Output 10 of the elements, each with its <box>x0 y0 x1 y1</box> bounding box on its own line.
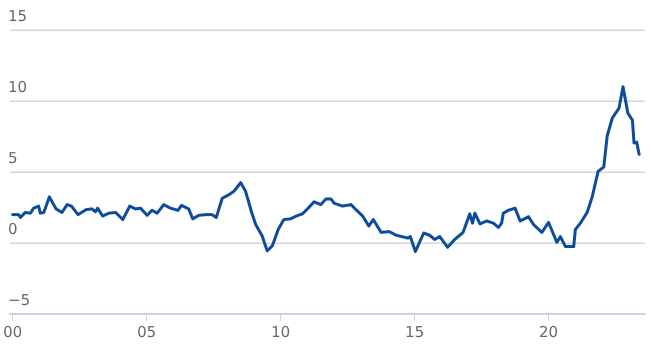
y-tick-label: 15 <box>8 6 28 25</box>
y-tick-label: 5 <box>8 148 18 167</box>
x-tick-label: 10 <box>271 322 290 341</box>
x-tick-label: 05 <box>137 322 156 341</box>
y-tick-label: 10 <box>8 78 28 96</box>
y-tick-label: −5 <box>8 290 30 309</box>
x-tick-label: 20 <box>538 322 558 341</box>
x-tick-label: 15 <box>405 322 424 341</box>
y-tick-label: 0 <box>8 220 18 238</box>
x-tick-label: 00 <box>3 322 22 341</box>
